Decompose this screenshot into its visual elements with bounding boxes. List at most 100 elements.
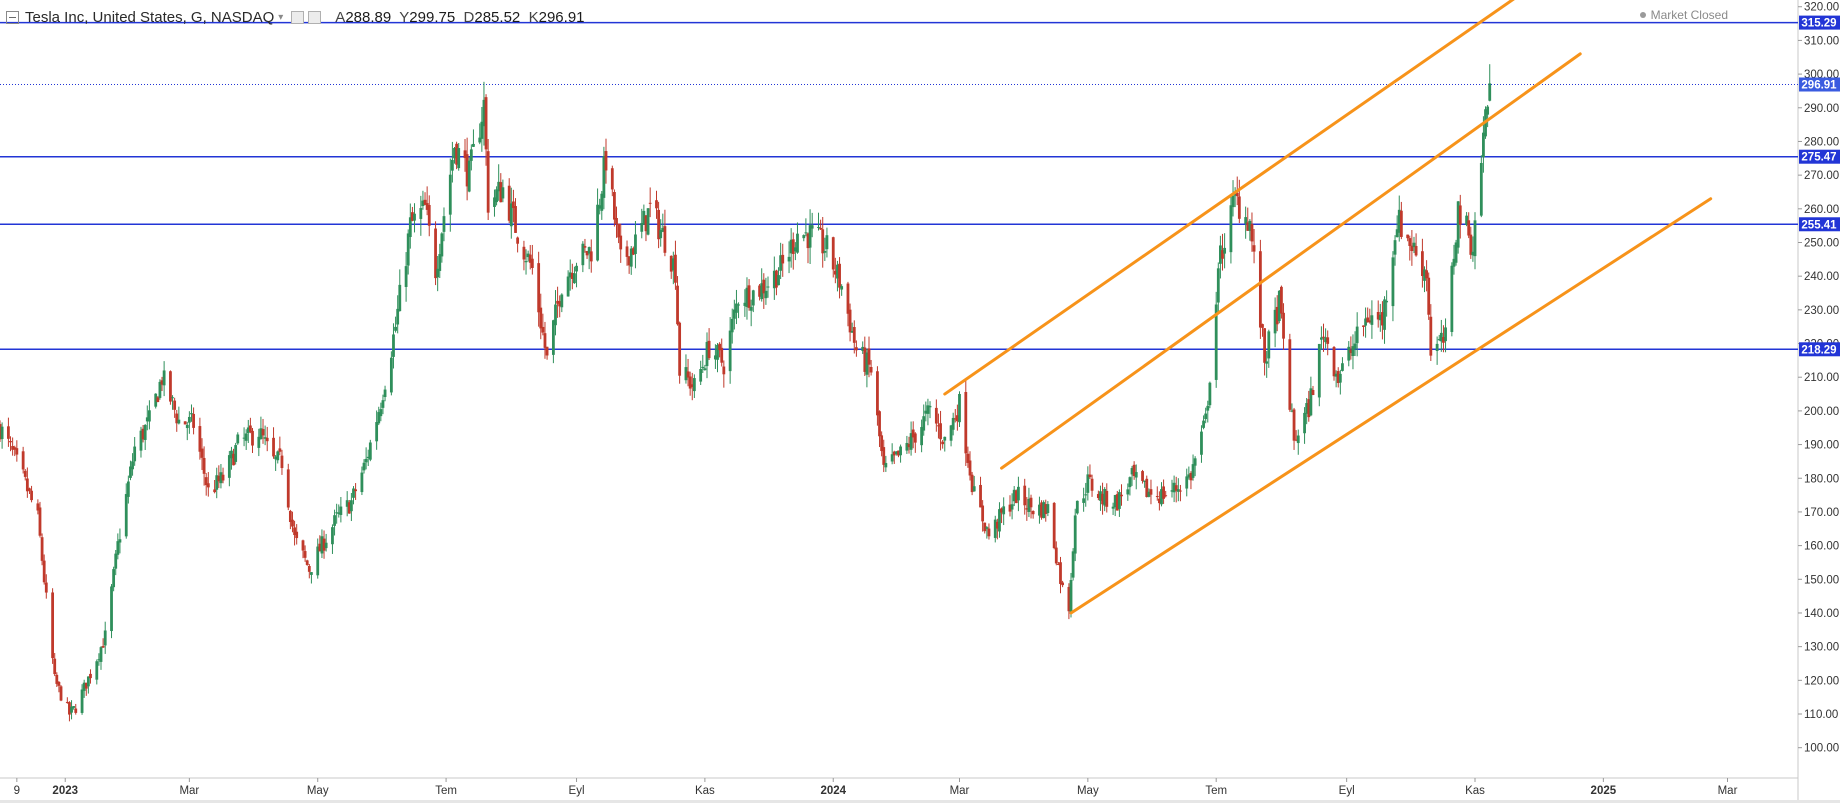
candle-body [215,475,219,490]
visibility-icon[interactable] [308,10,322,24]
x-tick-label: Mar [179,785,199,797]
candle-body [1381,312,1384,326]
candle-body [1191,464,1195,478]
candle-body [911,429,915,438]
candle-body [913,433,917,443]
chevron-down-icon[interactable]: ▾ [278,11,284,23]
candle-body [568,272,572,278]
y-tick-label: 240.00 [1804,271,1839,283]
candle-body [23,470,27,477]
last-price-tag [1799,77,1840,92]
candle-body [133,446,137,462]
high-label: Y [399,8,410,26]
candle-body [922,416,926,431]
candle-body [368,442,372,460]
candle-body [143,425,147,440]
candle-body [42,560,46,583]
candle-body [802,235,806,239]
candle-body [659,230,663,239]
candle-body [758,285,761,297]
candle-body [823,251,827,253]
candle-body [1473,220,1477,257]
settings-icon[interactable] [291,10,305,24]
candle-body [1450,265,1454,332]
candle-body [846,283,850,314]
candle-body [1427,277,1431,315]
candle-body [190,413,193,415]
candle-body [1277,290,1281,322]
price-tag-label: 315.29 [1801,18,1836,30]
candle-body [333,515,336,526]
candle-body [817,226,820,228]
candle-body [787,256,791,262]
candle-body [745,287,749,307]
candle-body [57,681,61,686]
candle-body [408,217,412,238]
candle-body [1031,510,1035,515]
candle-body [1130,468,1134,475]
candle-body [1454,242,1458,263]
candle-body [808,225,812,248]
candle-body [103,630,107,646]
candle-body [558,301,562,307]
candle-body [360,472,364,493]
candle-body [438,254,442,271]
candle-body [1292,409,1296,441]
candle-body [263,437,267,439]
candle-body [404,266,408,287]
price-tag [1799,15,1840,30]
candle-body [1412,242,1416,248]
candle-body [796,233,799,253]
candle-body [972,486,976,492]
candle-body [1059,562,1062,584]
candle-body [1479,162,1483,216]
candle-body [389,357,393,393]
candle-body [838,263,841,288]
candle-body [760,283,764,300]
y-tick-label: 270.00 [1804,170,1839,182]
candle-body [627,256,631,266]
candle-body [1265,361,1269,364]
candle-body [775,270,778,288]
candle-body [1324,337,1328,343]
x-tick-label: 2023 [52,785,78,797]
candle-body [156,397,160,403]
candle-body [514,206,517,233]
candle-body [141,428,145,440]
candle-body [686,371,690,378]
candle-body [890,454,894,462]
y-tick-label: 260.00 [1804,204,1839,216]
candle-body [865,352,869,375]
candle-body [1172,482,1176,493]
candle-body [280,455,284,469]
symbol-title[interactable]: Tesla Inc, United States, G, NASDAQ [25,8,275,26]
candle-body [928,405,932,408]
candle-body [322,538,326,551]
collapse-icon[interactable] [6,10,19,24]
candle-body [272,437,275,457]
x-tick-label: Mar [950,785,970,797]
candle-body [1185,476,1189,489]
candle-body [171,397,174,399]
candle-body [926,405,930,414]
candle-body [0,424,2,440]
candle-body [221,474,225,481]
candle-body [882,447,886,465]
candle-body [396,308,400,325]
candle-body [1120,494,1123,497]
candle-body [587,247,591,254]
candle-body [634,234,637,254]
candle-body [1221,250,1224,259]
candle-body [772,270,776,289]
candle-body [1099,491,1102,501]
candle-body [970,474,974,493]
candle-body [791,239,795,254]
candle-body [158,381,162,398]
candle-body [423,199,427,205]
candle-body [537,263,541,313]
candle-body [692,378,696,392]
candle-body [65,701,69,703]
candle-body [1258,251,1262,328]
candle-body [1362,325,1365,327]
